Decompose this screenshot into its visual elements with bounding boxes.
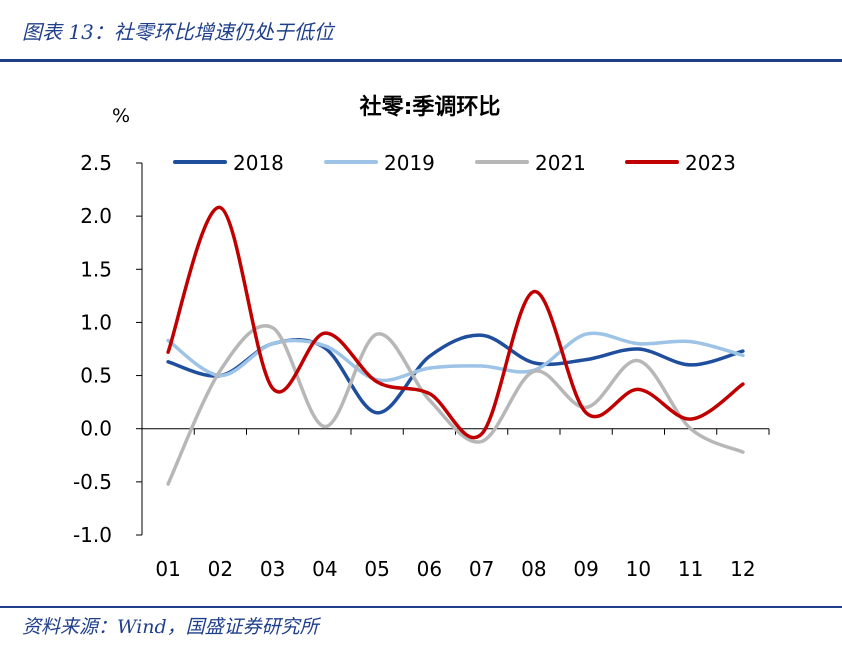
x-tick-label: 05 xyxy=(364,557,389,581)
chart-title: 社零:季调环比 xyxy=(360,94,501,120)
line-chart: 社零:季调环比 % 2018 2019 2021 2023 2.5 2.0 1.5 1.0 0… xyxy=(73,94,770,581)
y-tick-label: 0.5 xyxy=(80,364,112,388)
x-tick-label: 02 xyxy=(208,557,233,581)
y-tick-label: 1.5 xyxy=(80,257,112,281)
x-tick-label: 07 xyxy=(469,557,494,581)
series-line-2021 xyxy=(166,324,745,486)
y-tick-label: 0.0 xyxy=(80,417,112,441)
x-tick-label: 06 xyxy=(417,557,442,581)
y-tick-label: -0.5 xyxy=(73,470,112,494)
source-note: 资料来源：Wind，国盛证券研究所 xyxy=(22,616,319,638)
legend-label-2018: 2018 xyxy=(233,151,284,175)
series-line-2018 xyxy=(166,333,745,415)
figure-title: 图表 13：社零环比增速仍处于低位 xyxy=(22,20,334,44)
x-tick-label: 09 xyxy=(573,557,598,581)
y-tick-label: 2.5 xyxy=(80,151,112,175)
top-rule xyxy=(0,59,842,62)
series-line-2019 xyxy=(166,331,745,383)
x-tick-label: 11 xyxy=(678,557,703,581)
y-tick-label: -1.0 xyxy=(73,523,112,547)
x-tick-label: 12 xyxy=(730,557,755,581)
legend-label-2019: 2019 xyxy=(384,151,435,175)
legend-label-2023: 2023 xyxy=(685,151,736,175)
series-lines xyxy=(166,205,745,486)
x-tick-label: 03 xyxy=(260,557,285,581)
legend: 2018 2019 2021 2023 xyxy=(173,151,736,175)
y-tick-label: 2.0 xyxy=(80,204,112,228)
x-tick-label: 04 xyxy=(312,557,337,581)
series-line-2023 xyxy=(166,205,745,439)
x-tick-label: 01 xyxy=(155,557,180,581)
y-axis-unit: % xyxy=(112,105,130,127)
bottom-rule xyxy=(0,606,842,608)
legend-label-2021: 2021 xyxy=(535,151,586,175)
x-tick-label: 08 xyxy=(521,557,546,581)
y-tick-label: 1.0 xyxy=(80,310,112,334)
x-tick-label: 10 xyxy=(626,557,651,581)
